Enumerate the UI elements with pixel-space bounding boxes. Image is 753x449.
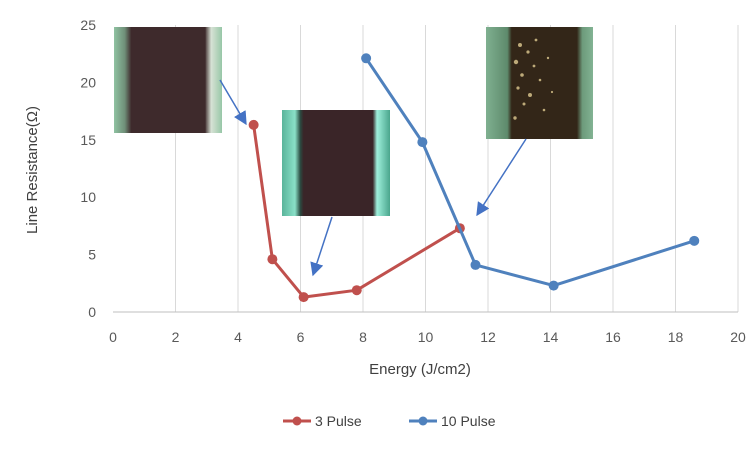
annotation-arrow-2 — [310, 216, 333, 277]
x-tick-label-4: 4 — [234, 329, 242, 345]
micrograph-image-2 — [282, 110, 390, 216]
x-tick-label-14: 14 — [543, 329, 559, 345]
series-10-pulse — [361, 53, 700, 291]
data-point-3-pulse-0 — [248, 119, 259, 130]
y-tick-label-15: 15 — [80, 132, 96, 148]
x-tick-label-16: 16 — [605, 329, 621, 345]
data-point-3-pulse-2 — [298, 292, 309, 303]
x-tick-label-2: 2 — [172, 329, 180, 345]
x-tick-label-20: 20 — [730, 329, 746, 345]
annotation-arrow-1 — [219, 79, 247, 126]
x-tick-label-8: 8 — [359, 329, 367, 345]
data-point-10-pulse-2 — [470, 259, 481, 270]
y-tick-label-25: 25 — [80, 17, 96, 33]
y-tick-labels: 0 5 10 15 20 25 — [80, 17, 96, 320]
legend: 3 Pulse 10 Pulse — [283, 413, 496, 429]
y-axis-label: Line Resistance(Ω) — [24, 106, 41, 234]
legend-item-10-pulse: 10 Pulse — [409, 413, 496, 429]
data-point-3-pulse-1 — [267, 254, 278, 265]
x-tick-label-6: 6 — [297, 329, 305, 345]
data-point-10-pulse-1 — [417, 137, 428, 148]
x-tick-label-18: 18 — [668, 329, 684, 345]
x-tick-label-12: 12 — [480, 329, 496, 345]
x-tick-label-10: 10 — [418, 329, 434, 345]
y-tick-label-20: 20 — [80, 74, 96, 90]
y-tick-label-0: 0 — [88, 304, 96, 320]
data-point-10-pulse-3 — [548, 280, 559, 291]
data-point-10-pulse-4 — [689, 235, 700, 246]
data-point-3-pulse-3 — [351, 285, 362, 296]
data-point-10-pulse-0 — [361, 53, 372, 64]
micrograph-image-1 — [114, 27, 222, 133]
legend-label-3-pulse: 3 Pulse — [315, 413, 362, 429]
legend-label-10-pulse: 10 Pulse — [441, 413, 496, 429]
y-tick-label-5: 5 — [88, 247, 96, 263]
x-tick-labels: 0 2 4 6 8 10 12 14 16 18 20 — [109, 329, 746, 345]
x-axis-label: Energy (J/cm2) — [369, 361, 471, 378]
legend-item-3-pulse: 3 Pulse — [283, 413, 362, 429]
x-tick-label-0: 0 — [109, 329, 117, 345]
y-tick-label-10: 10 — [80, 189, 96, 205]
annotation-arrow-3 — [476, 138, 527, 217]
micrograph-image-3 — [486, 27, 593, 139]
